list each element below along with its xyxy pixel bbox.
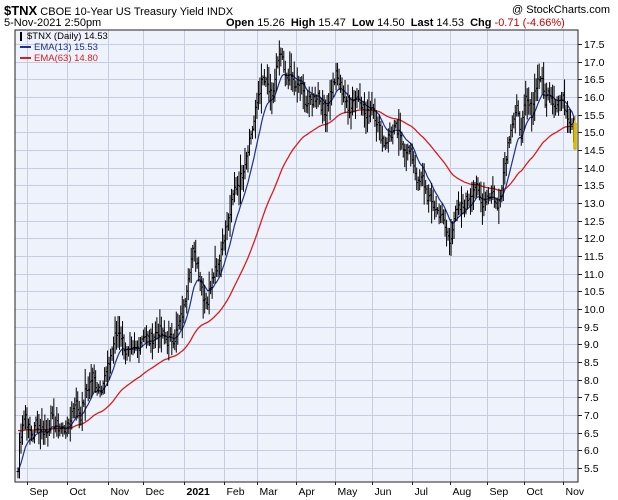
y-tick-label: 15.5	[584, 110, 605, 122]
x-tick-label: Nov	[566, 486, 585, 498]
chart-title: $TNX CBOE 10-Year US Treasury Yield INDX	[4, 3, 233, 18]
y-tick-label: 14.0	[584, 163, 605, 175]
x-tick-label: Oct	[527, 486, 543, 498]
x-tick-label: Sep	[490, 486, 509, 498]
x-tick-label: Dec	[146, 486, 165, 498]
last-value: 14.53	[436, 17, 464, 29]
low-value: 14.50	[377, 17, 405, 29]
y-tick-label: 17.5	[584, 39, 605, 51]
y-tick-label: 11.5	[584, 251, 604, 263]
x-tick-label: Apr	[299, 486, 316, 498]
open-value: 15.26	[257, 17, 285, 29]
y-tick-label: 7.5	[584, 392, 599, 404]
y-tick-label: 6.5	[584, 428, 599, 440]
y-tick-label: 13.5	[584, 180, 605, 192]
x-tick-label: Oct	[70, 486, 86, 498]
x-tick-label: Jun	[375, 486, 392, 498]
legend-ema13-swatch	[20, 46, 31, 49]
y-axis: 5.5 6.0 6.5 7.0 7.5 8.0 8.5 9.0 9.5 10.0 10.5 11.0 1…	[578, 39, 605, 475]
x-tick-label: May	[338, 486, 359, 498]
ema63-series	[17, 109, 576, 432]
y-tick-label: 10.0	[584, 304, 605, 316]
legend-ema63-text: EMA(63) 14.80	[34, 53, 98, 64]
legend-price-swatch	[20, 31, 22, 41]
copyright: @ StockCharts.com	[512, 4, 610, 16]
y-tick-label: 13.0	[584, 198, 605, 210]
y-tick-label: 5.5	[584, 463, 599, 475]
y-tick-label: 14.5	[584, 145, 605, 157]
high-value: 15.47	[318, 17, 346, 29]
last-label: Last	[410, 17, 434, 29]
x-tick-label: Jul	[415, 486, 428, 498]
chart-date: 5-Nov-2021 2:50pm	[4, 17, 102, 29]
ema63-line	[17, 109, 576, 432]
instrument-name: CBOE 10-Year US Treasury Yield	[40, 6, 204, 18]
y-tick-label: 15.0	[584, 127, 605, 139]
x-tick-label: Nov	[111, 486, 130, 498]
legend-ema13-text: EMA(13) 15.53	[34, 42, 98, 53]
y-tick-label: 16.5	[584, 74, 605, 86]
y-tick-label: 9.0	[584, 339, 599, 351]
legend-ema13: EMA(13) 15.53	[20, 42, 98, 53]
open-label: Open	[226, 17, 255, 29]
exchange: INDX	[206, 6, 234, 18]
x-tick-label: Feb	[227, 486, 245, 498]
change-label: Chg	[470, 17, 492, 29]
x-tick-label: 2021	[187, 486, 211, 498]
ohlc-readout: Open 15.26 High 15.47 Low 14.50 Last 14.…	[226, 17, 565, 29]
legend-ema63: EMA(63) 14.80	[20, 53, 98, 64]
legend-ema63-swatch	[20, 57, 31, 60]
x-axis: Sep Oct Nov Dec 2021 Feb Mar Apr May Jun Jul Aug Sep…	[27, 482, 585, 498]
grid	[15, 30, 578, 482]
y-tick-label: 7.0	[584, 410, 599, 422]
y-tick-label: 12.5	[584, 216, 605, 228]
y-tick-label: 6.0	[584, 445, 599, 457]
x-tick-label: Mar	[260, 486, 279, 498]
y-tick-label: 16.0	[584, 92, 605, 104]
legend-price-text: $TNX (Daily) 14.53	[27, 31, 108, 42]
y-tick-label: 12.0	[584, 233, 605, 245]
y-tick-label: 8.5	[584, 357, 599, 369]
y-tick-label: 11.0	[584, 269, 604, 281]
y-tick-label: 8.0	[584, 375, 599, 387]
y-tick-label: 9.5	[584, 322, 599, 334]
y-tick-label: 17.0	[584, 57, 605, 69]
y-tick-label: 10.5	[584, 286, 605, 298]
x-tick-label: Aug	[453, 486, 472, 498]
price-bars	[16, 40, 577, 479]
legend-price: $TNX (Daily) 14.53	[20, 31, 108, 42]
x-tick-label: Sep	[30, 486, 49, 498]
change-value: -0.71 (-4.66%)	[494, 17, 565, 29]
symbol: $TNX	[4, 3, 38, 18]
high-label: High	[290, 17, 316, 29]
low-label: Low	[352, 17, 375, 29]
